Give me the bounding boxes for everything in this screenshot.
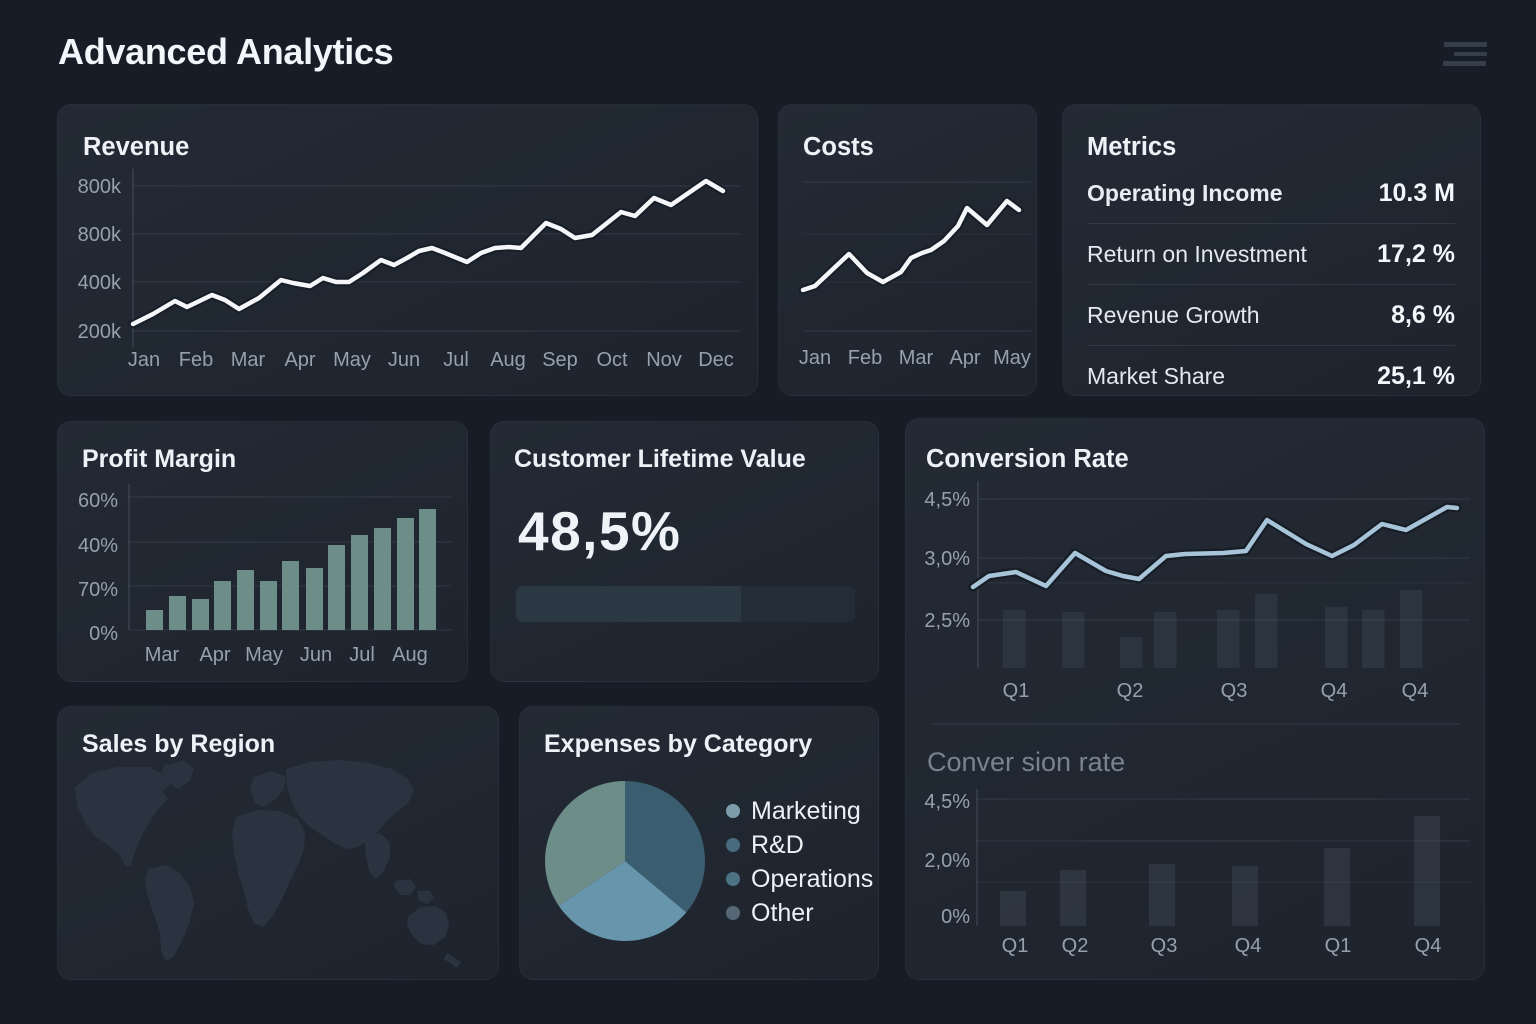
svg-text:Mar: Mar	[899, 347, 934, 369]
svg-text:2,5%: 2,5%	[924, 610, 970, 632]
svg-text:R&D: R&D	[751, 831, 804, 859]
svg-text:Operations: Operations	[751, 865, 873, 893]
svg-text:40%: 40%	[78, 535, 118, 557]
svg-text:Jun: Jun	[388, 349, 420, 371]
svg-text:Aug: Aug	[392, 644, 428, 666]
svg-text:2,0%: 2,0%	[924, 850, 970, 872]
svg-text:400k: 400k	[78, 272, 122, 294]
svg-text:Dec: Dec	[698, 349, 734, 371]
svg-text:Mar: Mar	[145, 644, 180, 666]
svg-text:4,5%: 4,5%	[924, 489, 970, 511]
svg-text:3,0%: 3,0%	[924, 548, 970, 570]
svg-text:Jun: Jun	[300, 644, 332, 666]
svg-text:Feb: Feb	[179, 349, 213, 371]
svg-text:Q4: Q4	[1402, 680, 1429, 702]
svg-text:May: May	[333, 349, 371, 371]
svg-text:Feb: Feb	[848, 347, 882, 369]
svg-text:Apr: Apr	[284, 349, 315, 371]
svg-text:Q2: Q2	[1062, 935, 1089, 957]
svg-text:May: May	[993, 347, 1031, 369]
svg-text:Jul: Jul	[349, 644, 375, 666]
svg-text:Jan: Jan	[128, 349, 160, 371]
svg-text:0%: 0%	[941, 906, 970, 928]
svg-text:Q4: Q4	[1321, 680, 1348, 702]
svg-text:Q4: Q4	[1415, 935, 1442, 957]
svg-text:Nov: Nov	[646, 349, 682, 371]
svg-text:Jan: Jan	[799, 347, 831, 369]
svg-text:Aug: Aug	[490, 349, 526, 371]
svg-text:Marketing: Marketing	[751, 797, 861, 825]
svg-text:Q3: Q3	[1151, 935, 1178, 957]
svg-text:70%: 70%	[78, 579, 118, 601]
svg-text:Q1: Q1	[1003, 680, 1030, 702]
svg-text:Q1: Q1	[1002, 935, 1029, 957]
svg-text:Apr: Apr	[949, 347, 980, 369]
svg-text:May: May	[245, 644, 283, 666]
svg-text:Mar: Mar	[231, 349, 266, 371]
svg-text:Oct: Oct	[596, 349, 628, 371]
svg-text:Q1: Q1	[1325, 935, 1352, 957]
svg-text:Sep: Sep	[542, 349, 578, 371]
svg-text:60%: 60%	[78, 490, 118, 512]
svg-text:0%: 0%	[89, 623, 118, 645]
svg-text:Q3: Q3	[1221, 680, 1248, 702]
svg-text:Apr: Apr	[199, 644, 230, 666]
svg-text:4,5%: 4,5%	[924, 791, 970, 813]
svg-text:Q2: Q2	[1117, 680, 1144, 702]
svg-text:Conver sion rate: Conver sion rate	[927, 747, 1125, 777]
svg-text:Other: Other	[751, 899, 814, 927]
svg-text:800k: 800k	[78, 224, 122, 246]
svg-text:Q4: Q4	[1235, 935, 1262, 957]
svg-text:200k: 200k	[78, 321, 122, 343]
svg-text:Jul: Jul	[443, 349, 469, 371]
svg-text:800k: 800k	[78, 176, 122, 198]
